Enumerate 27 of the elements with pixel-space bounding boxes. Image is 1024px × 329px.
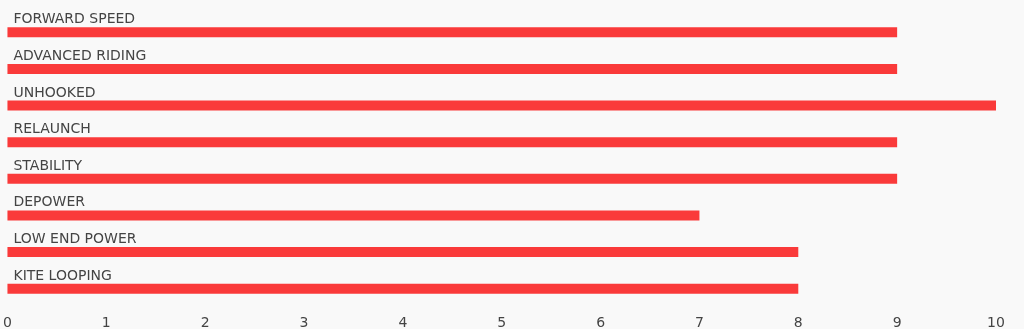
x-tick-label: 9 — [892, 314, 902, 329]
x-tick-label: 6 — [596, 314, 606, 329]
y-tick-label: DEPOWER — [13, 193, 86, 210]
bar — [7, 27, 898, 38]
x-tick-label: 4 — [398, 314, 408, 329]
bar — [7, 283, 799, 294]
x-tick-label: 2 — [200, 314, 210, 329]
y-tick-label: ADVANCED RIDING — [13, 46, 147, 63]
y-tick-label: UNHOOKED — [13, 83, 96, 100]
x-tick-label: 10 — [987, 314, 1005, 329]
x-tick-label: 7 — [694, 314, 704, 329]
x-tick-label: 3 — [299, 314, 309, 329]
bar — [7, 173, 898, 184]
y-tick-label: RELAUNCH — [13, 120, 91, 137]
y-tick-label: STABILITY — [13, 156, 83, 173]
x-tick-label: 1 — [101, 314, 111, 329]
x-tick-label: 5 — [497, 314, 507, 329]
bar — [7, 247, 799, 258]
y-tick-label: FORWARD SPEED — [13, 10, 136, 27]
bar — [7, 210, 700, 221]
bar — [7, 137, 898, 148]
bar — [7, 100, 996, 111]
bar — [7, 63, 898, 74]
x-tick-label: 0 — [2, 314, 12, 329]
x-tick-label: 8 — [793, 314, 803, 329]
y-tick-label: KITE LOOPING — [13, 266, 112, 283]
y-tick-label: LOW END POWER — [13, 230, 137, 247]
